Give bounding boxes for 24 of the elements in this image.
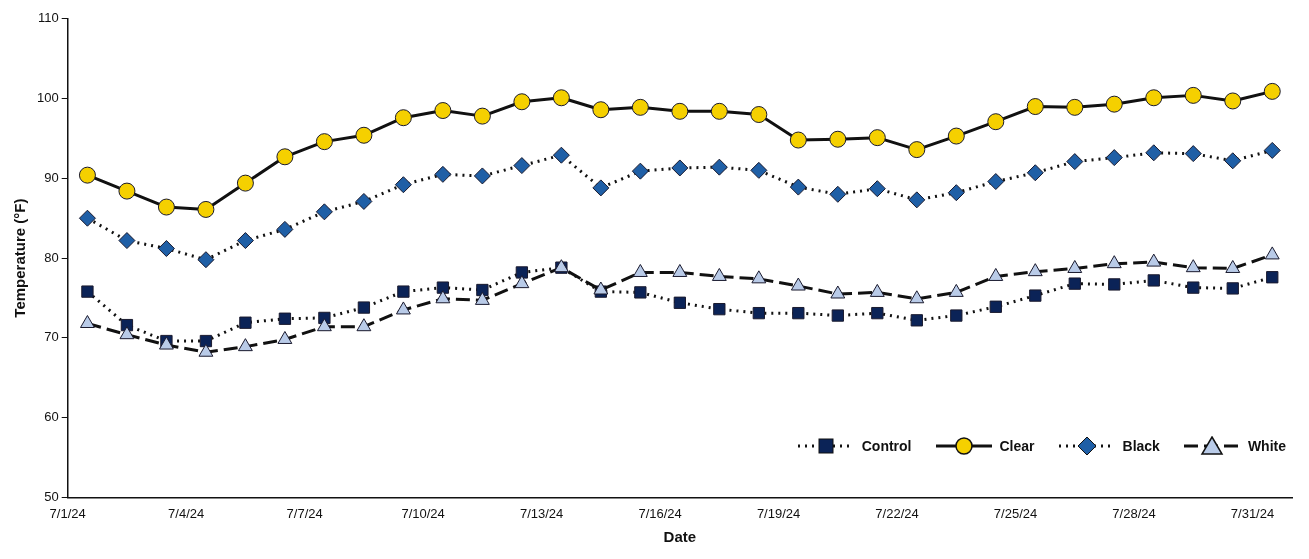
x-tick-label: 7/28/24 <box>1112 505 1156 521</box>
y-tick-label: 50 <box>44 488 59 504</box>
legend-label: Black <box>1122 438 1160 454</box>
y-tick-label: 70 <box>44 329 59 345</box>
legend-label: White <box>1247 438 1286 454</box>
x-tick-label: 7/7/24 <box>286 505 323 521</box>
y-tick-label: 110 <box>37 10 59 26</box>
y-tick-label: 80 <box>44 249 59 265</box>
x-tick-label: 7/22/24 <box>875 505 919 521</box>
x-tick-label: 7/13/24 <box>519 505 564 521</box>
x-tick-label: 7/4/24 <box>168 505 205 521</box>
y-tick-label: 60 <box>44 409 59 425</box>
y-axis-title: Temperature (°F) <box>11 198 29 318</box>
y-tick-label: 90 <box>44 169 59 185</box>
x-tick-label: 7/1/24 <box>49 505 86 521</box>
x-axis-title: Date <box>663 528 697 546</box>
x-tick-label: 7/19/24 <box>756 505 801 521</box>
x-tick-label: 7/31/24 <box>1230 505 1275 521</box>
legend-label: Clear <box>999 438 1035 454</box>
x-tick-label: 7/10/24 <box>401 505 445 521</box>
legend-label: Control <box>861 438 912 454</box>
y-tick-label: 100 <box>36 90 59 106</box>
x-tick-label: 7/25/24 <box>993 505 1038 521</box>
x-tick-label: 7/16/24 <box>638 505 682 521</box>
